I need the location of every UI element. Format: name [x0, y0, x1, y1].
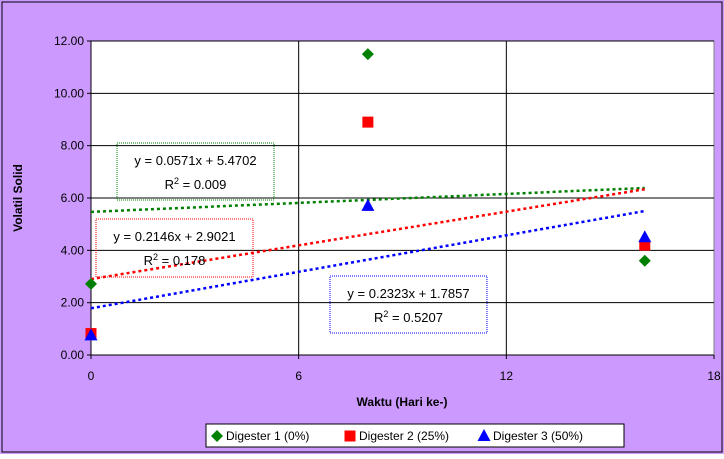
x-tick-label: 18: [707, 369, 721, 383]
x-tick-label: 12: [500, 369, 514, 383]
legend-item-3: Digester 3 (50%): [478, 429, 584, 443]
y-axis-title: Volatil Solid: [11, 164, 25, 232]
y-tick-label: 12.00: [54, 34, 84, 48]
legend-label: Digester 1 (0%): [226, 429, 309, 443]
legend-label: Digester 3 (50%): [493, 429, 583, 443]
legend-marker: [345, 431, 356, 442]
y-tick-label: 8.00: [61, 139, 85, 153]
y-tick-label: 2.00: [61, 296, 85, 310]
trendline-equation: y = 0.2323x + 1.7857: [347, 286, 469, 301]
trendline-r2: R2 = 0.178: [144, 252, 206, 268]
legend-item-1: Digester 1 (0%): [211, 429, 309, 443]
x-tick-label: 6: [295, 369, 302, 383]
y-tick-label: 10.00: [54, 86, 84, 100]
y-tick-label: 4.00: [61, 243, 85, 257]
trendline-label-1: y = 0.0571x + 5.4702 R2 = 0.009: [117, 143, 274, 200]
y-tick-label: 6.00: [61, 191, 85, 205]
legend: Digester 1 (0%) Digester 2 (25%) Digester …: [206, 424, 624, 447]
x-axis-title: Waktu (Hari ke-): [357, 395, 448, 409]
data-point-series-2: [362, 117, 373, 128]
trendline-equation: y = 0.0571x + 5.4702: [134, 153, 256, 168]
trendline-r2: R2 = 0.009: [165, 176, 227, 192]
y-tick-label: 0.00: [61, 348, 85, 362]
legend-label: Digester 2 (25%): [359, 429, 449, 443]
trendline-equation: y = 0.2146x + 2.9021: [113, 229, 235, 244]
x-tick-label: 0: [88, 369, 95, 383]
legend-item-2: Digester 2 (25%): [345, 429, 450, 443]
